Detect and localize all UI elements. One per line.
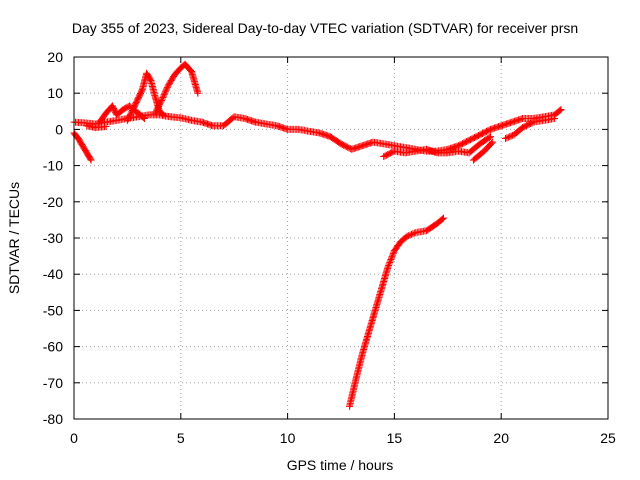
y-tick-label: -70 bbox=[43, 375, 63, 391]
x-tick-label: 10 bbox=[280, 430, 296, 446]
data-point bbox=[139, 114, 147, 122]
y-axis-label: SDTVAR / TECUs bbox=[6, 182, 22, 294]
data-point bbox=[503, 134, 511, 142]
series-peak-near-3h bbox=[123, 69, 168, 124]
data-point bbox=[384, 263, 392, 271]
data-point bbox=[157, 98, 165, 106]
x-tick-label: 15 bbox=[387, 430, 403, 446]
y-tick-label: -40 bbox=[43, 266, 63, 282]
data-point bbox=[387, 254, 395, 262]
data-point bbox=[403, 232, 411, 240]
data-point bbox=[389, 251, 397, 259]
data-point bbox=[406, 231, 414, 239]
data-point bbox=[386, 259, 394, 267]
data-point bbox=[160, 111, 168, 119]
data-layer bbox=[70, 60, 565, 410]
data-point bbox=[487, 133, 495, 141]
data-point bbox=[409, 230, 417, 238]
data-point bbox=[140, 115, 148, 123]
data-point bbox=[162, 86, 170, 94]
data-point bbox=[556, 106, 564, 114]
x-tick-label: 20 bbox=[493, 430, 509, 446]
data-point bbox=[385, 260, 393, 268]
y-tick-label: -10 bbox=[43, 158, 63, 174]
ticks: 0 5 10 15 20 25 20 10 0 -10 -20 -30 -40 -50 -60 -70 -80 bbox=[43, 49, 616, 446]
data-point bbox=[388, 253, 396, 261]
data-point bbox=[440, 214, 448, 222]
y-tick-label: -50 bbox=[43, 302, 63, 318]
y-tick-label: -30 bbox=[43, 230, 63, 246]
data-point bbox=[489, 138, 497, 146]
series-early-low bbox=[83, 122, 110, 132]
data-point bbox=[159, 94, 167, 102]
data-point bbox=[485, 133, 493, 141]
chart-title: Day 355 of 2023, Sidereal Day-to-day VTE… bbox=[72, 20, 578, 36]
y-tick-label: -80 bbox=[43, 411, 63, 427]
data-point bbox=[407, 230, 415, 238]
data-point bbox=[410, 229, 418, 237]
data-point bbox=[488, 139, 496, 147]
y-tick-label: -60 bbox=[43, 339, 63, 355]
data-point bbox=[158, 95, 166, 103]
data-point bbox=[194, 89, 202, 97]
data-point bbox=[501, 134, 509, 142]
data-point bbox=[161, 89, 169, 97]
data-point bbox=[159, 110, 167, 118]
series-peak-near-5h bbox=[151, 60, 202, 117]
data-point bbox=[102, 123, 110, 131]
y-tick-label: 20 bbox=[47, 49, 63, 65]
data-point bbox=[506, 133, 514, 141]
data-point bbox=[158, 96, 166, 104]
data-point bbox=[504, 133, 512, 141]
data-point bbox=[389, 250, 397, 258]
series-arc-near-18h bbox=[469, 138, 497, 164]
x-axis-label: GPS time / hours bbox=[287, 457, 394, 473]
y-tick-label: 10 bbox=[47, 85, 63, 101]
series-noisy-segment bbox=[380, 133, 495, 161]
data-point bbox=[385, 261, 393, 269]
x-tick-label: 5 bbox=[177, 430, 185, 446]
data-point bbox=[86, 155, 94, 163]
data-point bbox=[528, 119, 536, 127]
data-point bbox=[160, 91, 168, 99]
data-point bbox=[87, 156, 95, 164]
series-steep-rise bbox=[346, 214, 448, 410]
data-point bbox=[386, 257, 394, 265]
y-tick-label: -20 bbox=[43, 194, 63, 210]
data-point bbox=[163, 85, 171, 93]
y-tick-label: 0 bbox=[55, 121, 63, 137]
x-tick-label: 25 bbox=[600, 430, 616, 446]
grid bbox=[74, 57, 608, 419]
data-point bbox=[551, 115, 559, 123]
data-point bbox=[557, 105, 565, 113]
data-point bbox=[387, 256, 395, 264]
x-tick-label: 0 bbox=[70, 430, 78, 446]
series-main-track bbox=[70, 105, 565, 155]
data-point bbox=[438, 215, 446, 223]
data-point bbox=[507, 132, 515, 140]
series-dip-after-20 bbox=[501, 115, 559, 142]
data-point bbox=[161, 88, 169, 96]
data-point bbox=[405, 232, 413, 240]
data-point bbox=[159, 92, 167, 100]
